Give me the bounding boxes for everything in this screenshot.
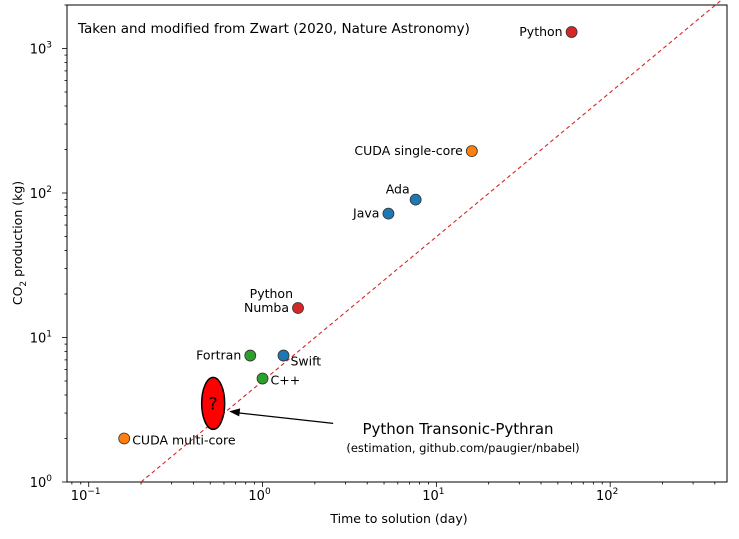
x-tick-base: 10 — [71, 489, 88, 504]
data-point — [382, 207, 395, 220]
trend-layer — [140, 0, 723, 483]
x-tick-label: 101 — [422, 487, 444, 504]
x-tick-base: 10 — [596, 489, 613, 504]
point-label: Python — [519, 24, 562, 39]
y-tick-exponent: 2 — [46, 185, 52, 195]
arrow-head — [229, 408, 241, 417]
x-tick-label: 100 — [248, 487, 271, 504]
y-tick-base: 10 — [30, 331, 47, 346]
data-point — [118, 432, 131, 445]
x-axis-title: Time to solution (day) — [329, 511, 467, 526]
point-label: Fortran — [196, 348, 241, 363]
y-axis-title-main: CO — [10, 286, 25, 305]
y-tick-label: 103 — [30, 40, 52, 57]
x-tick-exponent: 0 — [265, 487, 271, 497]
estimate-title: Python Transonic-Pythran — [362, 420, 553, 438]
y-tick-exponent: 0 — [46, 474, 52, 484]
y-tick-base: 10 — [30, 42, 47, 57]
y-tick-label: 102 — [30, 185, 52, 202]
y-tick-label: 101 — [30, 329, 52, 346]
data-point — [465, 145, 478, 157]
x-tick-exponent: 1 — [439, 487, 445, 497]
y-tick-exponent: 1 — [46, 329, 52, 339]
point-label: C++ — [271, 373, 301, 388]
arrow-line — [238, 412, 334, 424]
x-tick-label: 102 — [596, 487, 618, 504]
trend-line — [140, 0, 723, 483]
data-point — [277, 349, 290, 362]
point-label: Numba — [244, 300, 289, 315]
estimate-subtitle: (estimation, github.com/paugier/nbabel) — [346, 441, 579, 455]
y-axis-title: CO2 production (kg) — [10, 181, 29, 305]
y-tick-base: 10 — [30, 187, 47, 202]
plot-frame — [66, 4, 728, 483]
data-point — [244, 349, 257, 362]
estimate-symbol: ? — [209, 394, 218, 414]
y-tick-exponent: 3 — [46, 40, 52, 50]
x-tick-base: 10 — [248, 489, 265, 504]
y-axis-title-rest: production (kg) — [10, 181, 25, 281]
point-label: Ada — [386, 182, 410, 197]
point-label-extra: Python — [250, 286, 293, 301]
y-tick-base: 10 — [30, 476, 47, 491]
source-note: Taken and modified from Zwart (2020, Nat… — [77, 21, 470, 37]
point-label: CUDA multi-core — [132, 433, 236, 448]
data-point — [565, 26, 578, 38]
point-label: Swift — [290, 354, 321, 369]
data-point — [292, 302, 304, 314]
x-tick-exponent: 2 — [613, 487, 619, 497]
x-tick-label: 10−1 — [71, 487, 101, 504]
x-tick-base: 10 — [422, 489, 439, 504]
point-label: CUDA single-core — [354, 143, 463, 158]
point-label: Java — [352, 206, 379, 221]
estimate-layer: ? Python Transonic-Pythran (estimation, gi… — [200, 376, 580, 455]
points-layer: Python CUDA single-core Ada Java Numba Fortra… — [118, 24, 578, 448]
estimate-marker — [200, 376, 226, 431]
data-point — [256, 372, 269, 385]
y-tick-label: 100 — [30, 474, 53, 491]
data-point — [409, 193, 422, 206]
y-axis-title-subscript: 2 — [19, 281, 29, 287]
x-tick-exponent: −1 — [87, 487, 100, 497]
